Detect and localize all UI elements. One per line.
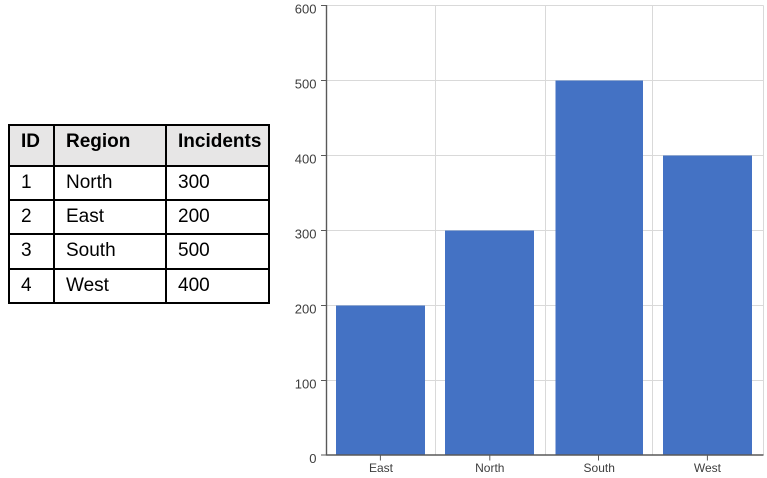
svg-text:South: South [584,461,615,475]
svg-text:500: 500 [295,76,317,91]
svg-text:400: 400 [295,151,317,166]
svg-text:West: West [694,461,722,475]
svg-text:200: 200 [295,301,317,316]
svg-text:300: 300 [295,226,317,241]
svg-text:100: 100 [295,376,317,391]
svg-text:North: North [475,461,504,475]
svg-text:600: 600 [295,1,317,16]
svg-text:East: East [369,461,394,475]
svg-text:0: 0 [309,451,316,466]
